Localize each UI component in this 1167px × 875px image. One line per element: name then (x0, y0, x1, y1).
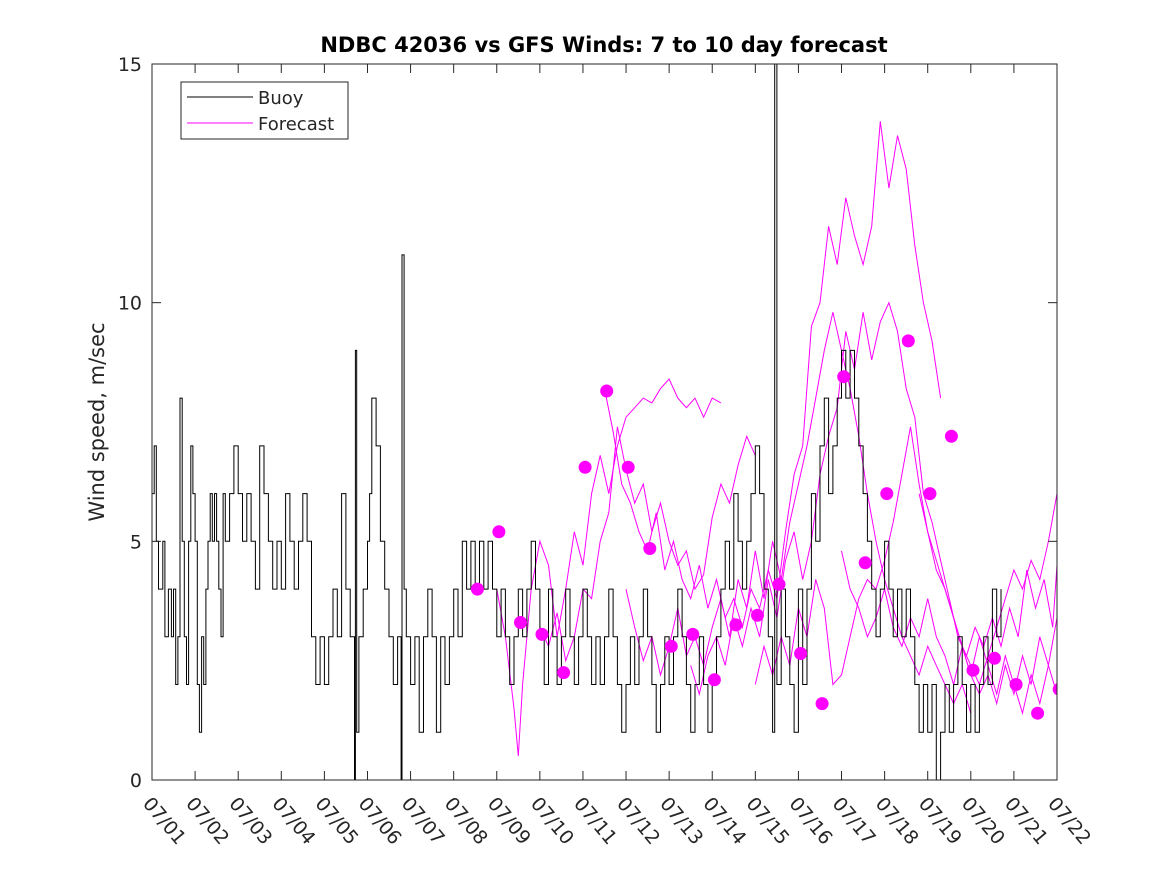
legend: Buoy Forecast (180, 81, 349, 140)
legend-label-buoy: Buoy (258, 88, 304, 109)
forecast-point (944, 429, 958, 443)
forecast-point (1052, 683, 1057, 696)
forecast-point (514, 616, 527, 629)
y-tick-label: 5 (130, 531, 142, 553)
forecast-point (772, 577, 786, 591)
forecast-point (837, 370, 851, 384)
forecast-point (621, 460, 635, 474)
legend-label-forecast: Forecast (258, 114, 334, 135)
forecast-point (751, 608, 764, 622)
forecast-point (600, 384, 614, 398)
forecast-point (643, 542, 657, 555)
forecast-line (754, 426, 1057, 706)
forecast-point (794, 647, 808, 660)
forecast-line (539, 426, 756, 663)
marker-layer (470, 334, 1057, 720)
forecast-point (729, 618, 743, 632)
y-tick-label: 15 (118, 54, 142, 76)
forecast-point (988, 651, 1001, 665)
chart-title: NDBC 42036 vs GFS Winds: 7 to 10 day for… (320, 33, 887, 57)
forecast-point (966, 663, 980, 677)
y-axis-label: Wind speed, m/sec (85, 322, 109, 521)
forecast-point (858, 556, 872, 570)
forecast-point (901, 334, 915, 348)
y-axis: 0 5 10 15 (118, 54, 1057, 792)
forecast-point (470, 582, 484, 596)
plot-frame (151, 63, 1058, 781)
forecast-point (557, 666, 571, 680)
forecast-line (625, 312, 972, 714)
forecast-point (1031, 706, 1045, 720)
y-tick-label: 0 (130, 770, 142, 792)
forecast-point (664, 639, 678, 653)
forecast-point (923, 487, 937, 501)
forecast-point (1009, 678, 1023, 691)
forecast-point (535, 627, 549, 641)
forecast-point (880, 487, 894, 501)
y-tick-label: 10 (118, 293, 142, 315)
forecast-point (492, 525, 506, 539)
forecast-line (841, 550, 1057, 716)
forecast-point (815, 697, 829, 711)
forecast-point (578, 460, 592, 474)
buoy-line (152, 64, 1002, 780)
forecast-point (686, 627, 700, 641)
forecast-point (707, 673, 721, 687)
legend-box (180, 81, 349, 140)
